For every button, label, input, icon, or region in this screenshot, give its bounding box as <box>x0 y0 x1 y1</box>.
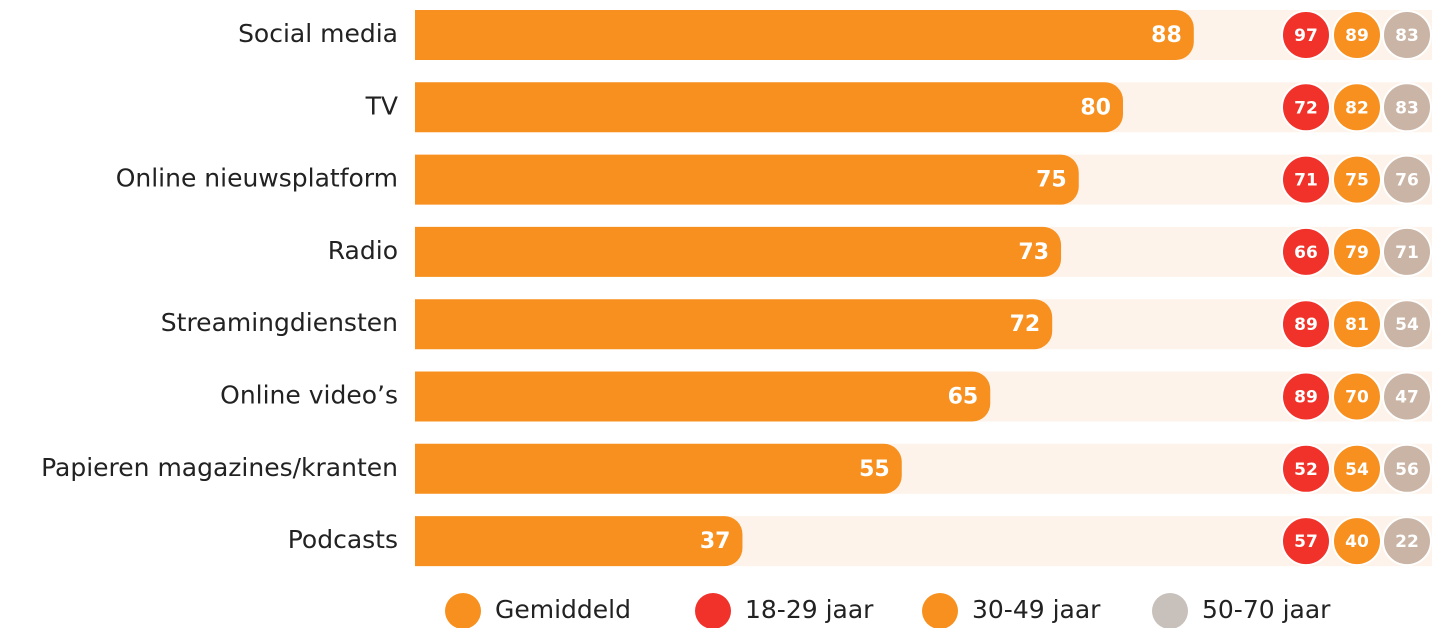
group-value-label: 56 <box>1395 460 1419 480</box>
category-label: Radio <box>328 236 398 265</box>
group-value-label: 81 <box>1345 315 1369 335</box>
group-dot <box>1332 443 1382 494</box>
group-value-label: 66 <box>1294 243 1318 263</box>
group-dot <box>1281 299 1331 350</box>
group-dot <box>1281 443 1331 494</box>
legend-label: 18-29 jaar <box>745 595 874 624</box>
bar <box>415 443 902 494</box>
legend-swatch <box>695 593 731 628</box>
value-label: 88 <box>1151 23 1182 48</box>
bar <box>415 371 991 422</box>
group-dot <box>1332 371 1382 422</box>
group-value-label: 83 <box>1395 26 1419 46</box>
value-label: 73 <box>1018 240 1049 265</box>
group-dot <box>1332 299 1382 350</box>
category-label: Podcasts <box>288 525 398 554</box>
group-value-label: 75 <box>1345 171 1369 191</box>
group-dot <box>1281 371 1331 422</box>
legend-label: 30-49 jaar <box>972 595 1101 624</box>
group-value-label: 40 <box>1345 532 1369 552</box>
category-label: Social media <box>238 19 398 48</box>
group-value-label: 47 <box>1395 388 1419 408</box>
group-dot <box>1382 299 1432 350</box>
group-value-label: 83 <box>1395 98 1419 118</box>
category-label: TV <box>365 91 398 120</box>
group-dot <box>1281 154 1331 205</box>
group-value-label: 79 <box>1345 243 1369 263</box>
group-dot <box>1332 226 1382 277</box>
bar <box>415 10 1194 60</box>
group-value-label: 89 <box>1345 26 1369 46</box>
group-dot <box>1382 371 1432 422</box>
legend-label: 50-70 jaar <box>1202 595 1331 624</box>
group-dot <box>1382 516 1432 567</box>
legend-swatch <box>445 593 481 628</box>
group-dot <box>1332 82 1382 133</box>
group-value-label: 76 <box>1395 171 1419 191</box>
group-value-label: 72 <box>1294 98 1318 118</box>
group-value-label: 89 <box>1294 315 1318 335</box>
category-label: Papieren magazines/kranten <box>41 453 398 482</box>
bar <box>415 154 1079 205</box>
group-dot <box>1332 154 1382 205</box>
group-dot <box>1332 10 1382 60</box>
category-label: Online nieuwsplatform <box>116 164 398 193</box>
group-value-label: 70 <box>1345 388 1369 408</box>
value-label: 72 <box>1010 312 1041 337</box>
group-value-label: 57 <box>1294 532 1318 552</box>
group-dot <box>1382 10 1432 60</box>
bar <box>415 516 743 567</box>
bar <box>415 226 1062 277</box>
legend-label: Gemiddeld <box>495 595 631 624</box>
group-dot <box>1332 516 1382 567</box>
group-dot <box>1281 10 1331 60</box>
value-label: 37 <box>700 529 731 554</box>
legend-swatch <box>1152 593 1188 628</box>
group-dot <box>1281 82 1331 133</box>
group-value-label: 71 <box>1294 171 1318 191</box>
value-label: 80 <box>1080 95 1111 120</box>
group-value-label: 54 <box>1395 315 1419 335</box>
category-label: Online video’s <box>220 381 398 410</box>
value-label: 75 <box>1036 168 1067 193</box>
value-label: 55 <box>859 457 890 482</box>
category-label: Streamingdiensten <box>161 308 398 337</box>
group-value-label: 52 <box>1294 460 1318 480</box>
group-value-label: 82 <box>1345 98 1369 118</box>
group-dot <box>1281 226 1331 277</box>
group-dot <box>1382 226 1432 277</box>
group-dot <box>1382 443 1432 494</box>
legend-swatch <box>922 593 958 628</box>
group-value-label: 54 <box>1345 460 1369 480</box>
group-dot <box>1281 516 1331 567</box>
bar <box>415 82 1123 133</box>
group-value-label: 22 <box>1395 532 1419 552</box>
value-label: 65 <box>948 385 979 410</box>
group-value-label: 71 <box>1395 243 1419 263</box>
group-dot <box>1382 82 1432 133</box>
group-value-label: 97 <box>1294 26 1318 46</box>
bar <box>415 299 1053 350</box>
group-value-label: 89 <box>1294 388 1318 408</box>
group-dot <box>1382 154 1432 205</box>
